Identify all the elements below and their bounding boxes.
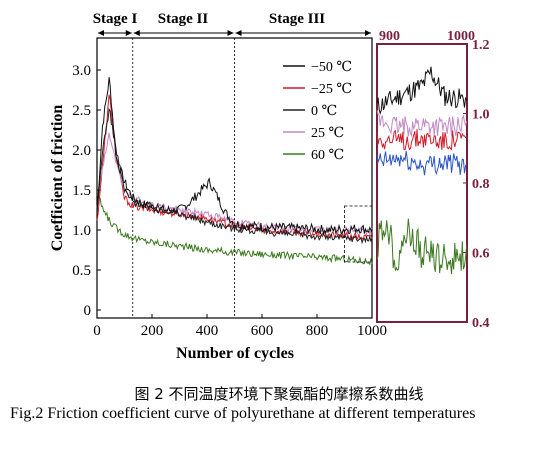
y-axis-label: Coefficient of friction: [49, 105, 66, 252]
caption-chinese: 图 2 不同温度环境下聚氨酯的摩擦系数曲线: [134, 385, 424, 403]
inset-series-line: [376, 218, 468, 275]
inset-y-tick-label: 0.6: [472, 247, 490, 262]
friction-chart: Stage I Stage II Stage III 0 200 400 600 800 100…: [49, 11, 490, 362]
inset-series-line: [376, 66, 468, 115]
inset-y-tick-label: 1.2: [472, 38, 490, 53]
y-tick-label: 0: [84, 303, 92, 319]
legend-label: 0 ℃: [311, 104, 337, 119]
main-plot: Stage I Stage II Stage III 0 200 400 600 800 100…: [49, 11, 387, 362]
zoom-region-box: [344, 205, 373, 263]
y-tick-label: 2.0: [72, 143, 91, 159]
stage-label: Stage II: [158, 11, 209, 27]
stage-arrowhead-right: [125, 30, 132, 36]
inset-x-label: 900: [379, 29, 400, 44]
stage-arrowhead-left: [133, 30, 140, 36]
inset-frame: [376, 43, 468, 323]
stage-label: Stage I: [93, 11, 138, 27]
legend-label: −50 ℃: [311, 60, 352, 75]
stage-arrowhead-right: [365, 30, 371, 36]
series-line: [96, 194, 373, 266]
legend-label: −25 ℃: [311, 82, 352, 97]
inset-plot: 900 1000 0.4 0.6 0.8 1.0 1.2: [376, 29, 490, 331]
stage-arrowhead-right: [227, 30, 234, 36]
x-tick-label: 200: [141, 323, 164, 339]
y-tick-label: 2.5: [72, 103, 91, 119]
x-tick-label: 0: [93, 323, 101, 339]
inset-series-line: [376, 110, 468, 138]
legend-label: 25 ℃: [311, 126, 344, 141]
x-tick-label: 600: [251, 323, 274, 339]
x-tick-label: 800: [306, 323, 329, 339]
stage-label: Stage III: [269, 11, 325, 27]
series-line: [96, 77, 373, 236]
inset-x-label: 1000: [447, 29, 475, 44]
inset-series-line: [376, 150, 468, 176]
x-tick-label: 1000: [357, 323, 387, 339]
stage-arrowhead-left: [235, 30, 242, 36]
y-tick-label: 1.0: [72, 223, 91, 239]
y-tick-label: 3.0: [72, 63, 91, 79]
legend-label: 60 ℃: [311, 148, 344, 163]
y-tick-label: 0.5: [72, 263, 91, 279]
caption-english: Fig.2 Friction coefficient curve of poly…: [10, 405, 476, 422]
y-tick-label: 1.5: [72, 183, 91, 199]
inset-y-tick-label: 0.4: [472, 316, 490, 331]
stage-arrowhead-left: [98, 30, 104, 36]
x-axis-label: Number of cycles: [176, 345, 294, 362]
inset-series-line: [376, 129, 467, 151]
x-tick-label: 400: [196, 323, 219, 339]
inset-y-tick-label: 1.0: [472, 108, 490, 123]
inset-y-tick-label: 0.8: [472, 177, 490, 192]
